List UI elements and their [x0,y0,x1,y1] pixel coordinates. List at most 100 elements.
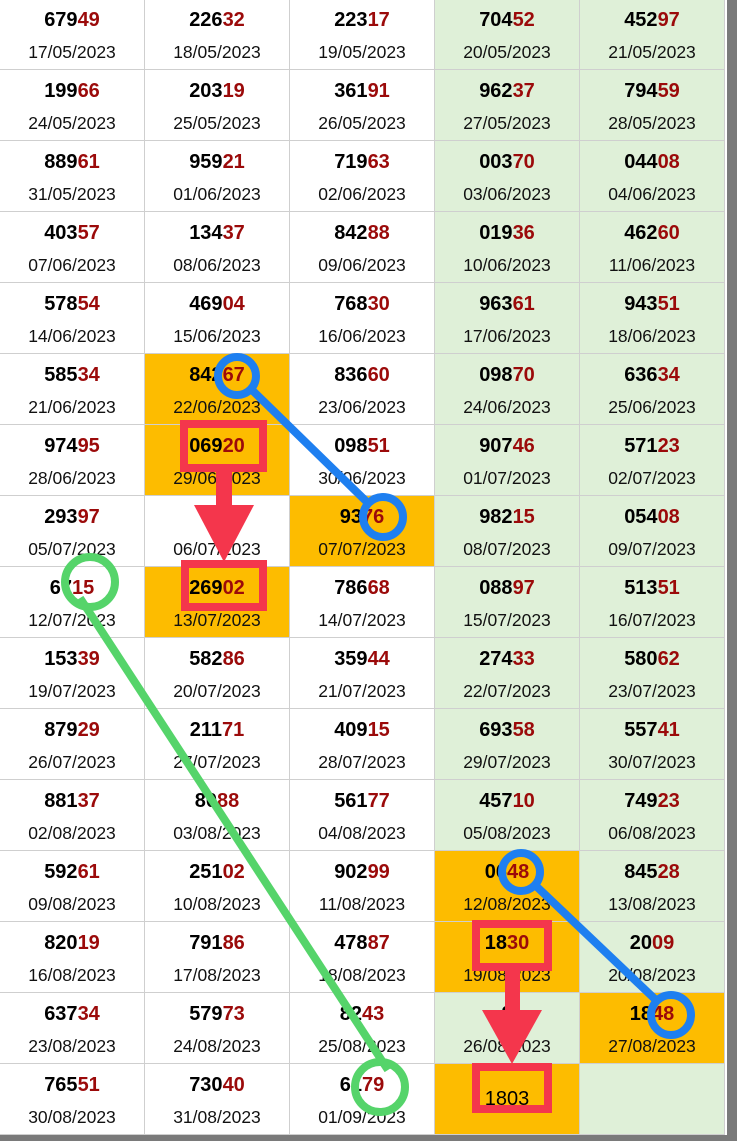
result-number: 57123 [580,435,724,457]
result-date: 27/07/2023 [173,752,261,772]
number-suffix: 52 [512,9,535,31]
number-suffix: 41 [657,719,680,741]
result-date: 17/08/2023 [173,965,261,985]
result-cell: 00370 03/06/2023 [435,141,580,212]
number-prefix: 636 [624,364,658,386]
result-number: 69358 [435,719,579,741]
number-prefix: 359 [334,648,368,670]
result-number: 40915 [290,719,434,741]
result-number: 58534 [0,364,144,386]
number-prefix: 361 [334,80,368,102]
result-date: 25/06/2023 [608,397,696,417]
result-date: 14/06/2023 [28,326,116,346]
result-number: 73040 [145,1074,289,1096]
result-cell: 44 06/07/2023 [145,496,290,567]
number-suffix: 88 [367,222,390,244]
result-date: 12/07/2023 [28,610,116,630]
number-prefix: 637 [44,1003,78,1025]
table-row: 19966 24/05/2023 20319 25/05/2023 36191 26/05… [0,70,727,141]
number-suffix: 66 [77,80,100,102]
result-cell: 84528 13/08/2023 [580,851,725,922]
number-prefix: 67 [49,577,72,599]
result-date: 02/06/2023 [318,184,406,204]
number-prefix: 889 [44,151,78,173]
result-date: 07/07/2023 [318,539,406,559]
result-number: 84528 [580,861,724,883]
table-row: 58534 21/06/2023 84267 22/06/2023 83660 23/06… [0,354,727,425]
number-prefix: 403 [44,222,78,244]
number-prefix: 80 [194,790,217,812]
number-suffix: 20 [222,435,245,457]
number-prefix: 794 [624,80,658,102]
result-date: 26/08/2023 [463,1036,551,1056]
result-date: 26/07/2023 [28,752,116,772]
result-number: 70452 [435,9,579,31]
result-cell: 36191 26/05/2023 [290,70,435,141]
number-prefix: 749 [624,790,658,812]
result-date: 21/05/2023 [608,42,696,62]
result-number: 1848 [580,1003,724,1025]
number-suffix: 40 [222,1074,245,1096]
number-suffix: 30 [367,293,390,315]
number-suffix: 68 [367,577,390,599]
number-suffix: 79 [362,1074,385,1096]
number-prefix: 462 [624,222,658,244]
number-suffix: 21 [222,151,245,173]
table-row: 59261 09/08/2023 25102 10/08/2023 90299 11/08… [0,851,727,922]
result-number: 58286 [145,648,289,670]
result-cell: 79459 28/05/2023 [580,70,725,141]
number-prefix: 269 [189,577,223,599]
result-cell: 19966 24/05/2023 [0,70,145,141]
number-prefix: 153 [44,648,78,670]
result-date: 24/06/2023 [463,397,551,417]
result-number: 1803 [435,1088,579,1110]
result-cell: 88961 31/05/2023 [0,141,145,212]
result-number: 46904 [145,293,289,315]
result-number: 94351 [580,293,724,315]
result-cell: 69358 29/07/2023 [435,709,580,780]
number-prefix: 06 [484,861,507,883]
number-suffix: 29 [77,719,100,741]
number-prefix: 557 [624,719,658,741]
result-cell: 47887 18/08/2023 [290,922,435,993]
number-prefix: 820 [44,932,78,954]
result-cell: 76830 16/06/2023 [290,283,435,354]
result-cell: 58062 23/07/2023 [580,638,725,709]
number-prefix: 704 [479,9,513,31]
result-number: 09851 [290,435,434,457]
result-number: 59261 [0,861,144,883]
number-prefix: 730 [189,1074,223,1096]
result-date: 15/07/2023 [463,610,551,630]
number-suffix: 70 [512,364,535,386]
result-number: 57854 [0,293,144,315]
result-date: 11/08/2023 [318,894,406,914]
result-date: 20/05/2023 [463,42,551,62]
result-number: 74923 [580,790,724,812]
number-suffix: 48 [652,1003,675,1025]
number-prefix: 719 [334,151,368,173]
number-prefix: 959 [189,151,223,173]
number-prefix: 9 [501,1003,513,1025]
result-number: 01936 [435,222,579,244]
result-number: 88137 [0,790,144,812]
number-prefix: 580 [624,648,658,670]
number-suffix: 57 [77,222,100,244]
result-date: 23/07/2023 [608,681,696,701]
number-suffix: 44 [367,648,390,670]
result-date: 26/05/2023 [318,113,406,133]
number-prefix: 842 [334,222,368,244]
result-cell: 57123 02/07/2023 [580,425,725,496]
result-number: 08897 [435,577,579,599]
result-number: 04408 [580,151,724,173]
number-suffix: 86 [222,648,245,670]
result-cell: 6715 12/07/2023 [0,567,145,638]
number-prefix: 791 [189,932,223,954]
result-number: 8243 [290,1003,434,1025]
result-cell: 8088 03/08/2023 [145,780,290,851]
number-suffix: 97 [657,9,680,31]
result-date: 19/08/2023 [463,965,551,985]
result-date: 10/08/2023 [173,894,261,914]
number-prefix: 452 [624,9,658,31]
number-prefix: 907 [479,435,513,457]
result-cell: 21171 27/07/2023 [145,709,290,780]
